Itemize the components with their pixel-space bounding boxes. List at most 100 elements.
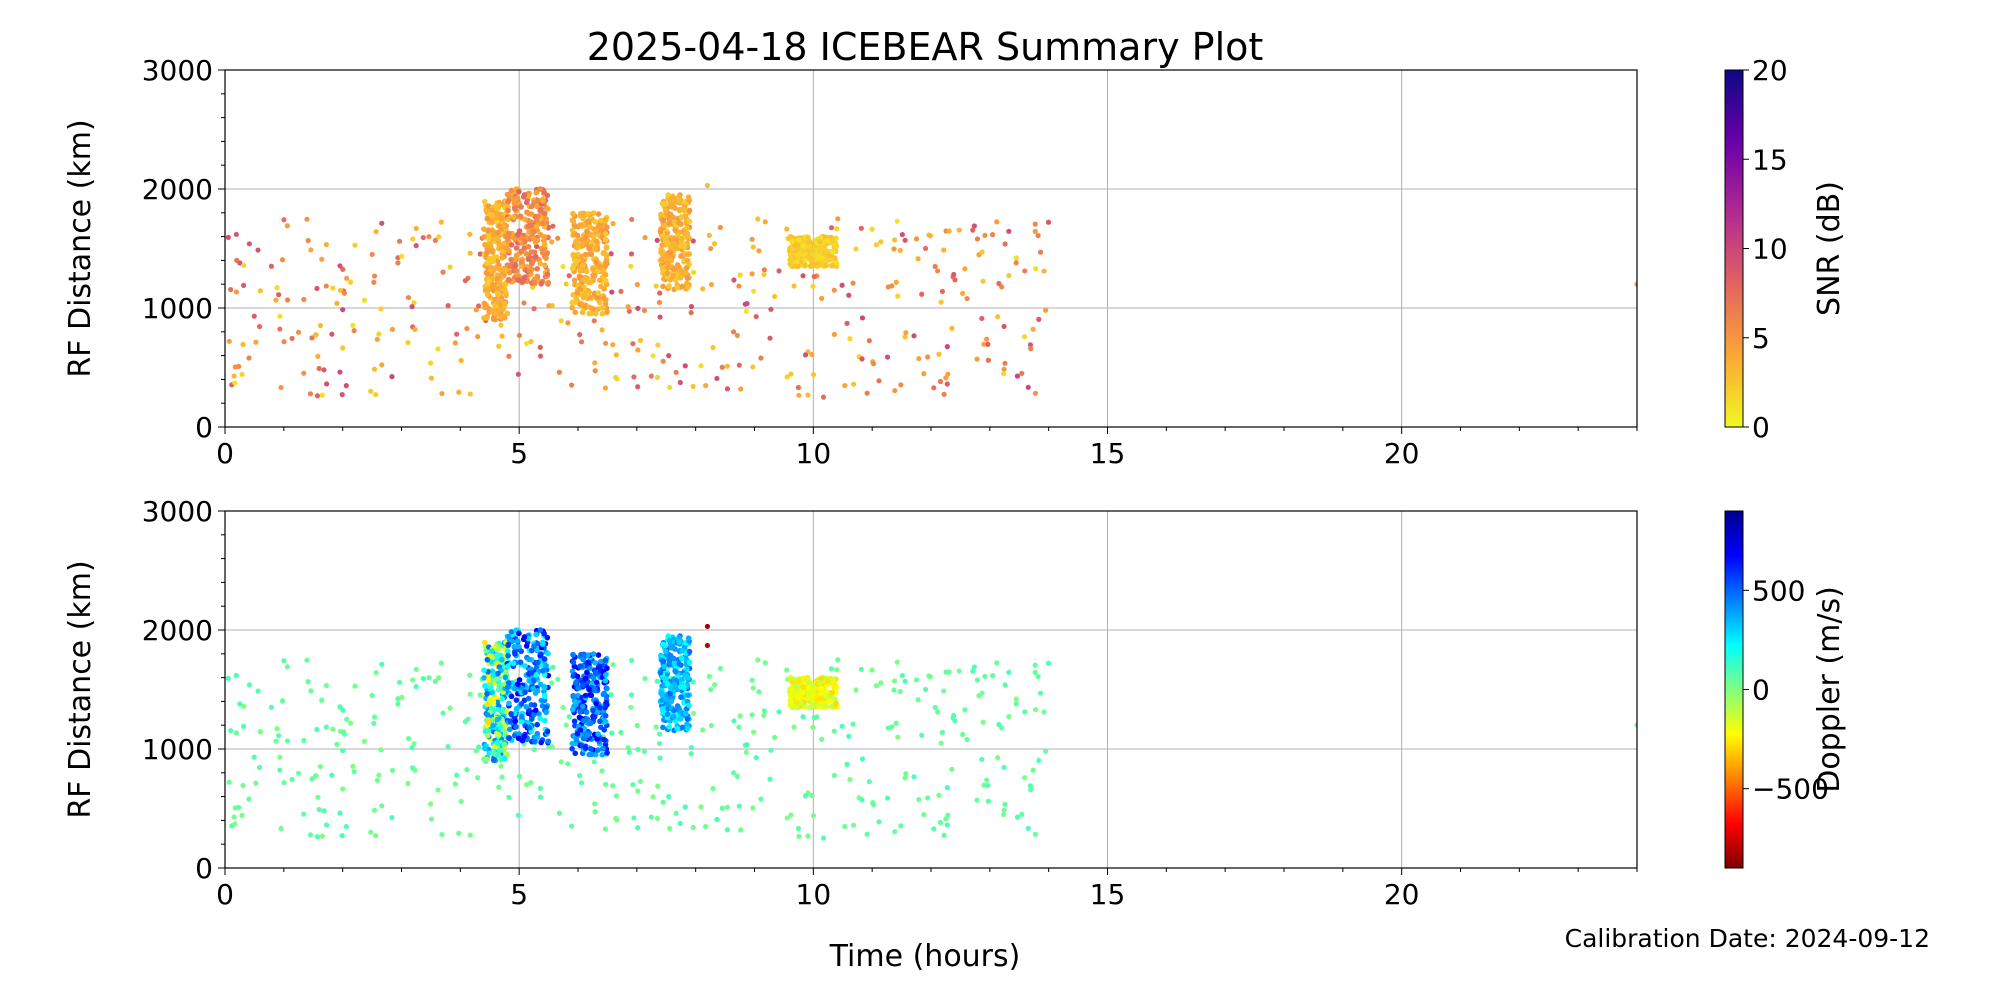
- data-point: [671, 240, 678, 247]
- data-point: [805, 680, 812, 687]
- data-point: [1022, 268, 1028, 274]
- data-point: [526, 211, 532, 217]
- data-point: [985, 341, 991, 347]
- data-point: [919, 291, 925, 297]
- data-point: [682, 269, 689, 276]
- data-point: [516, 188, 522, 195]
- data-point: [758, 796, 764, 802]
- data-point: [454, 331, 460, 337]
- data-point: [482, 304, 488, 311]
- data-point: [931, 826, 937, 832]
- data-point: [595, 268, 601, 274]
- data-point: [593, 700, 599, 707]
- data-point: [637, 337, 644, 344]
- data-point: [534, 688, 541, 694]
- data-point: [337, 810, 343, 816]
- data-point: [690, 710, 697, 716]
- data-point: [599, 311, 606, 317]
- data-point: [531, 702, 538, 708]
- data-point: [685, 234, 691, 241]
- data-point: [301, 370, 307, 376]
- data-point: [794, 241, 800, 247]
- data-point: [526, 656, 532, 663]
- data-point: [704, 642, 711, 649]
- data-point: [494, 215, 500, 222]
- data-point: [413, 243, 419, 249]
- data-point: [337, 704, 343, 710]
- data-point: [496, 343, 502, 349]
- colorbar-tick-label: 500: [1752, 574, 1805, 607]
- data-point: [371, 720, 377, 726]
- data-point: [512, 263, 518, 269]
- data-point: [514, 681, 521, 687]
- data-point: [495, 706, 502, 713]
- data-point: [970, 668, 976, 674]
- data-point: [499, 333, 505, 339]
- data-point: [787, 702, 794, 708]
- data-point: [823, 262, 829, 269]
- data-point: [569, 265, 576, 272]
- data-point: [602, 672, 609, 678]
- data-point: [569, 823, 575, 829]
- data-point: [884, 795, 891, 801]
- data-point: [736, 803, 742, 809]
- data-point: [518, 263, 525, 270]
- data-point: [676, 661, 682, 667]
- data-point: [376, 772, 382, 778]
- data-point: [432, 678, 439, 684]
- y-axis-label: RF Distance (km): [63, 119, 98, 377]
- data-point: [750, 364, 756, 370]
- data-point: [523, 250, 529, 257]
- data-point: [932, 704, 938, 711]
- data-point: [613, 352, 619, 358]
- y-tick-label: 3000: [142, 495, 213, 528]
- data-point: [239, 812, 245, 818]
- data-point: [368, 388, 374, 394]
- data-point: [583, 709, 590, 716]
- data-point: [600, 304, 606, 311]
- data-point: [971, 664, 977, 670]
- data-point: [513, 267, 519, 274]
- data-point: [435, 346, 441, 352]
- data-point: [810, 371, 817, 378]
- colorbar-tick-label: 5: [1752, 322, 1770, 355]
- data-point: [535, 213, 541, 220]
- data-point: [703, 823, 709, 830]
- data-point: [902, 678, 908, 684]
- data-point: [829, 689, 835, 696]
- data-point: [994, 660, 1000, 666]
- data-point: [628, 692, 635, 698]
- data-point: [376, 331, 382, 337]
- data-point: [654, 237, 660, 243]
- data-point: [949, 766, 955, 772]
- data-point: [610, 783, 616, 789]
- data-point: [811, 274, 817, 280]
- data-point: [686, 207, 693, 214]
- data-point: [818, 261, 825, 268]
- data-point: [613, 793, 619, 799]
- data-point: [340, 786, 346, 792]
- data-point: [796, 392, 802, 398]
- data-point: [724, 363, 730, 369]
- data-point: [596, 704, 603, 711]
- data-point: [257, 729, 263, 735]
- x-axis-label: Time (hours): [829, 939, 1021, 974]
- data-point: [1032, 228, 1038, 234]
- data-point: [574, 232, 581, 239]
- data-point: [762, 660, 768, 666]
- data-point: [1001, 366, 1007, 372]
- data-point: [373, 391, 379, 398]
- data-point: [787, 693, 794, 699]
- data-point: [549, 680, 555, 686]
- data-point: [565, 320, 571, 326]
- data-point: [241, 703, 247, 709]
- y-tick-label: 0: [195, 411, 213, 444]
- data-point: [667, 244, 674, 250]
- data-point: [601, 736, 607, 743]
- data-point: [577, 773, 583, 779]
- data-point: [667, 384, 673, 391]
- data-point: [592, 670, 599, 677]
- data-point: [588, 310, 595, 317]
- data-point: [246, 682, 252, 688]
- data-point: [708, 686, 714, 693]
